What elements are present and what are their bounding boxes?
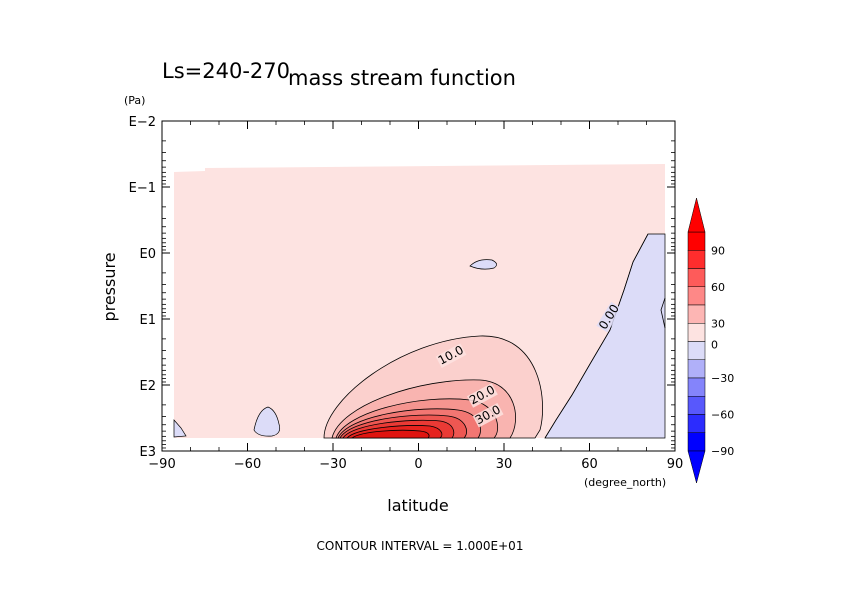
colorbar-tick-label: 90 — [711, 244, 725, 257]
colorbar-segment — [687, 250, 706, 269]
colorbar-tick-label: −90 — [711, 445, 734, 458]
contour-label-bg — [435, 343, 467, 368]
contour-0-edge — [660, 297, 666, 329]
x-axis-label: latitude — [387, 496, 448, 515]
contour-80 — [350, 429, 430, 439]
contour-label-bg — [472, 402, 504, 428]
negative-cell-south — [253, 406, 281, 437]
x-axis: −90 −60 −30 0 30 60 90 — [148, 121, 683, 472]
colorbar-top-arrow — [687, 197, 706, 233]
contour-label-bg — [596, 301, 623, 333]
y-tick-label: E−2 — [129, 115, 156, 130]
positive-region — [174, 164, 665, 438]
y-axis-label: pressure — [100, 252, 119, 321]
x-tick-label: 90 — [667, 457, 684, 472]
x-tick-label: 60 — [581, 457, 598, 472]
colorbar-segment — [687, 231, 706, 251]
colorbar-segment — [687, 304, 706, 324]
x-tick-label: 30 — [496, 457, 513, 472]
stream-function-field — [173, 164, 666, 439]
colorbar-segment — [687, 323, 706, 342]
y-tick-label: E2 — [140, 379, 157, 394]
colorbar-segment — [687, 377, 706, 397]
y-tick-label: E0 — [140, 247, 157, 262]
colorbar-segment — [687, 414, 706, 433]
colorbar-tick-label: 30 — [711, 317, 725, 330]
x-tick-label: −30 — [319, 457, 346, 472]
y-tick-label: E1 — [140, 313, 157, 328]
contour-label-bg — [466, 383, 498, 408]
x-axis-unit: (degree_north) — [584, 476, 666, 489]
x-tick-label: −60 — [234, 457, 261, 472]
x-tick-label: −90 — [148, 457, 175, 472]
y-axis-unit: (Pa) — [124, 94, 145, 107]
negative-cell-edge — [173, 419, 187, 438]
colorbar-segment — [687, 268, 706, 287]
contour-interval-note: CONTOUR INTERVAL = 1.000E+01 — [317, 539, 524, 553]
colorbar-segment — [687, 396, 706, 415]
colorbar-tick-label: 0 — [711, 339, 718, 352]
y-tick-label: E−1 — [129, 181, 156, 196]
colorbar-segment — [687, 341, 706, 360]
chart-title: mass stream function — [288, 66, 516, 90]
y-tick-label: E3 — [140, 445, 157, 460]
colorbar-tick-label: −60 — [711, 409, 734, 422]
colorbar-segment — [687, 432, 706, 452]
x-tick-label: 0 — [414, 457, 422, 472]
colorbar: 90 60 30 0 −30 −60 −90 — [687, 197, 734, 484]
colorbar-segment — [687, 359, 706, 379]
negative-cell-upper — [469, 259, 497, 270]
contour-0-line — [544, 233, 649, 439]
colorbar-bottom-arrow — [687, 450, 706, 484]
colorbar-segment — [687, 286, 706, 306]
colorbar-tick-label: −30 — [711, 372, 734, 385]
y-axis: E−2 E−1 E0 E1 E2 E3 — [129, 115, 675, 460]
chart-title-left: Ls=240-270 — [162, 59, 290, 83]
colorbar-tick-label: 60 — [711, 281, 725, 294]
